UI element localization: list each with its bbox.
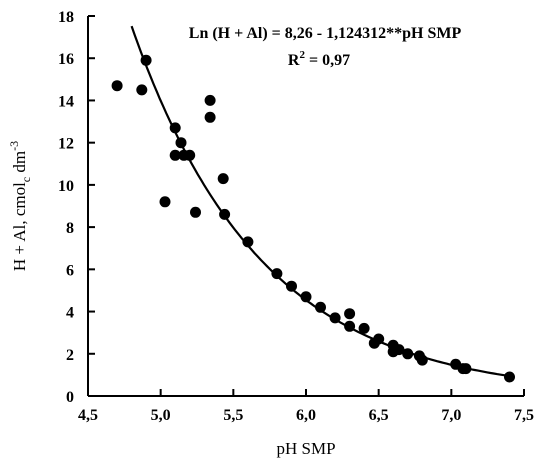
x-tick-label: 5,0 — [151, 407, 171, 424]
data-point — [169, 149, 181, 161]
y-tick-label: 2 — [66, 347, 74, 364]
data-points — [111, 54, 515, 383]
data-point — [217, 173, 229, 185]
fit-curve — [130, 25, 510, 378]
x-tick-label: 6,0 — [296, 407, 316, 424]
y-tick-label: 16 — [58, 51, 74, 68]
x-tick-label: 5,5 — [223, 407, 243, 424]
data-point — [204, 94, 216, 106]
y-tick-label: 4 — [66, 305, 74, 322]
x-ticks: 4,5 5,0 5,5 6,0 6,5 7,0 7,5 — [78, 389, 534, 424]
data-point — [416, 354, 428, 366]
data-point — [204, 111, 216, 123]
data-point — [300, 291, 312, 303]
data-point — [329, 312, 341, 324]
data-point — [111, 80, 123, 92]
data-point — [271, 268, 283, 280]
data-point — [373, 333, 385, 345]
x-tick-label: 6,5 — [369, 407, 389, 424]
regression-equation: Ln (H + Al) = 8,26 - 1,124312**pH SMP — [189, 25, 462, 42]
data-point — [190, 206, 201, 218]
y-tick-label: 8 — [66, 220, 74, 237]
data-point — [402, 348, 414, 360]
data-point — [175, 137, 187, 149]
data-point — [286, 280, 297, 292]
y-tick-label: 14 — [58, 93, 74, 110]
data-point — [393, 344, 405, 356]
y-tick-label: 6 — [66, 262, 74, 279]
data-point — [169, 122, 181, 134]
data-point — [140, 54, 152, 66]
x-tick-label: 7,0 — [441, 407, 461, 424]
data-point — [358, 322, 370, 334]
x-tick-label: 7,5 — [514, 407, 534, 424]
y-ticks: 0 2 4 6 8 10 12 14 16 18 — [58, 9, 95, 406]
data-point — [315, 301, 326, 313]
x-axis-title: pH SMP — [276, 439, 335, 458]
y-tick-label: 0 — [66, 389, 74, 406]
y-axis-title: H + Al, cmolc dm-3 — [7, 141, 33, 271]
data-point — [344, 320, 356, 332]
data-point — [184, 149, 196, 161]
data-point — [242, 236, 254, 248]
data-point — [460, 363, 472, 375]
data-point — [136, 84, 148, 96]
data-point — [344, 308, 356, 320]
r-squared-label: R2 = 0,97 — [288, 49, 350, 69]
data-point — [219, 208, 231, 220]
data-point — [504, 371, 515, 383]
data-point — [159, 196, 171, 208]
y-tick-label: 12 — [58, 136, 74, 153]
plot-area: 4,5 5,0 5,5 6,0 6,5 7,0 7,5 0 2 4 6 8 10 12 14 16 18 — [58, 9, 534, 424]
x-tick-label: 4,5 — [78, 407, 98, 424]
y-tick-label: 18 — [58, 9, 74, 26]
y-tick-label: 10 — [58, 178, 74, 195]
